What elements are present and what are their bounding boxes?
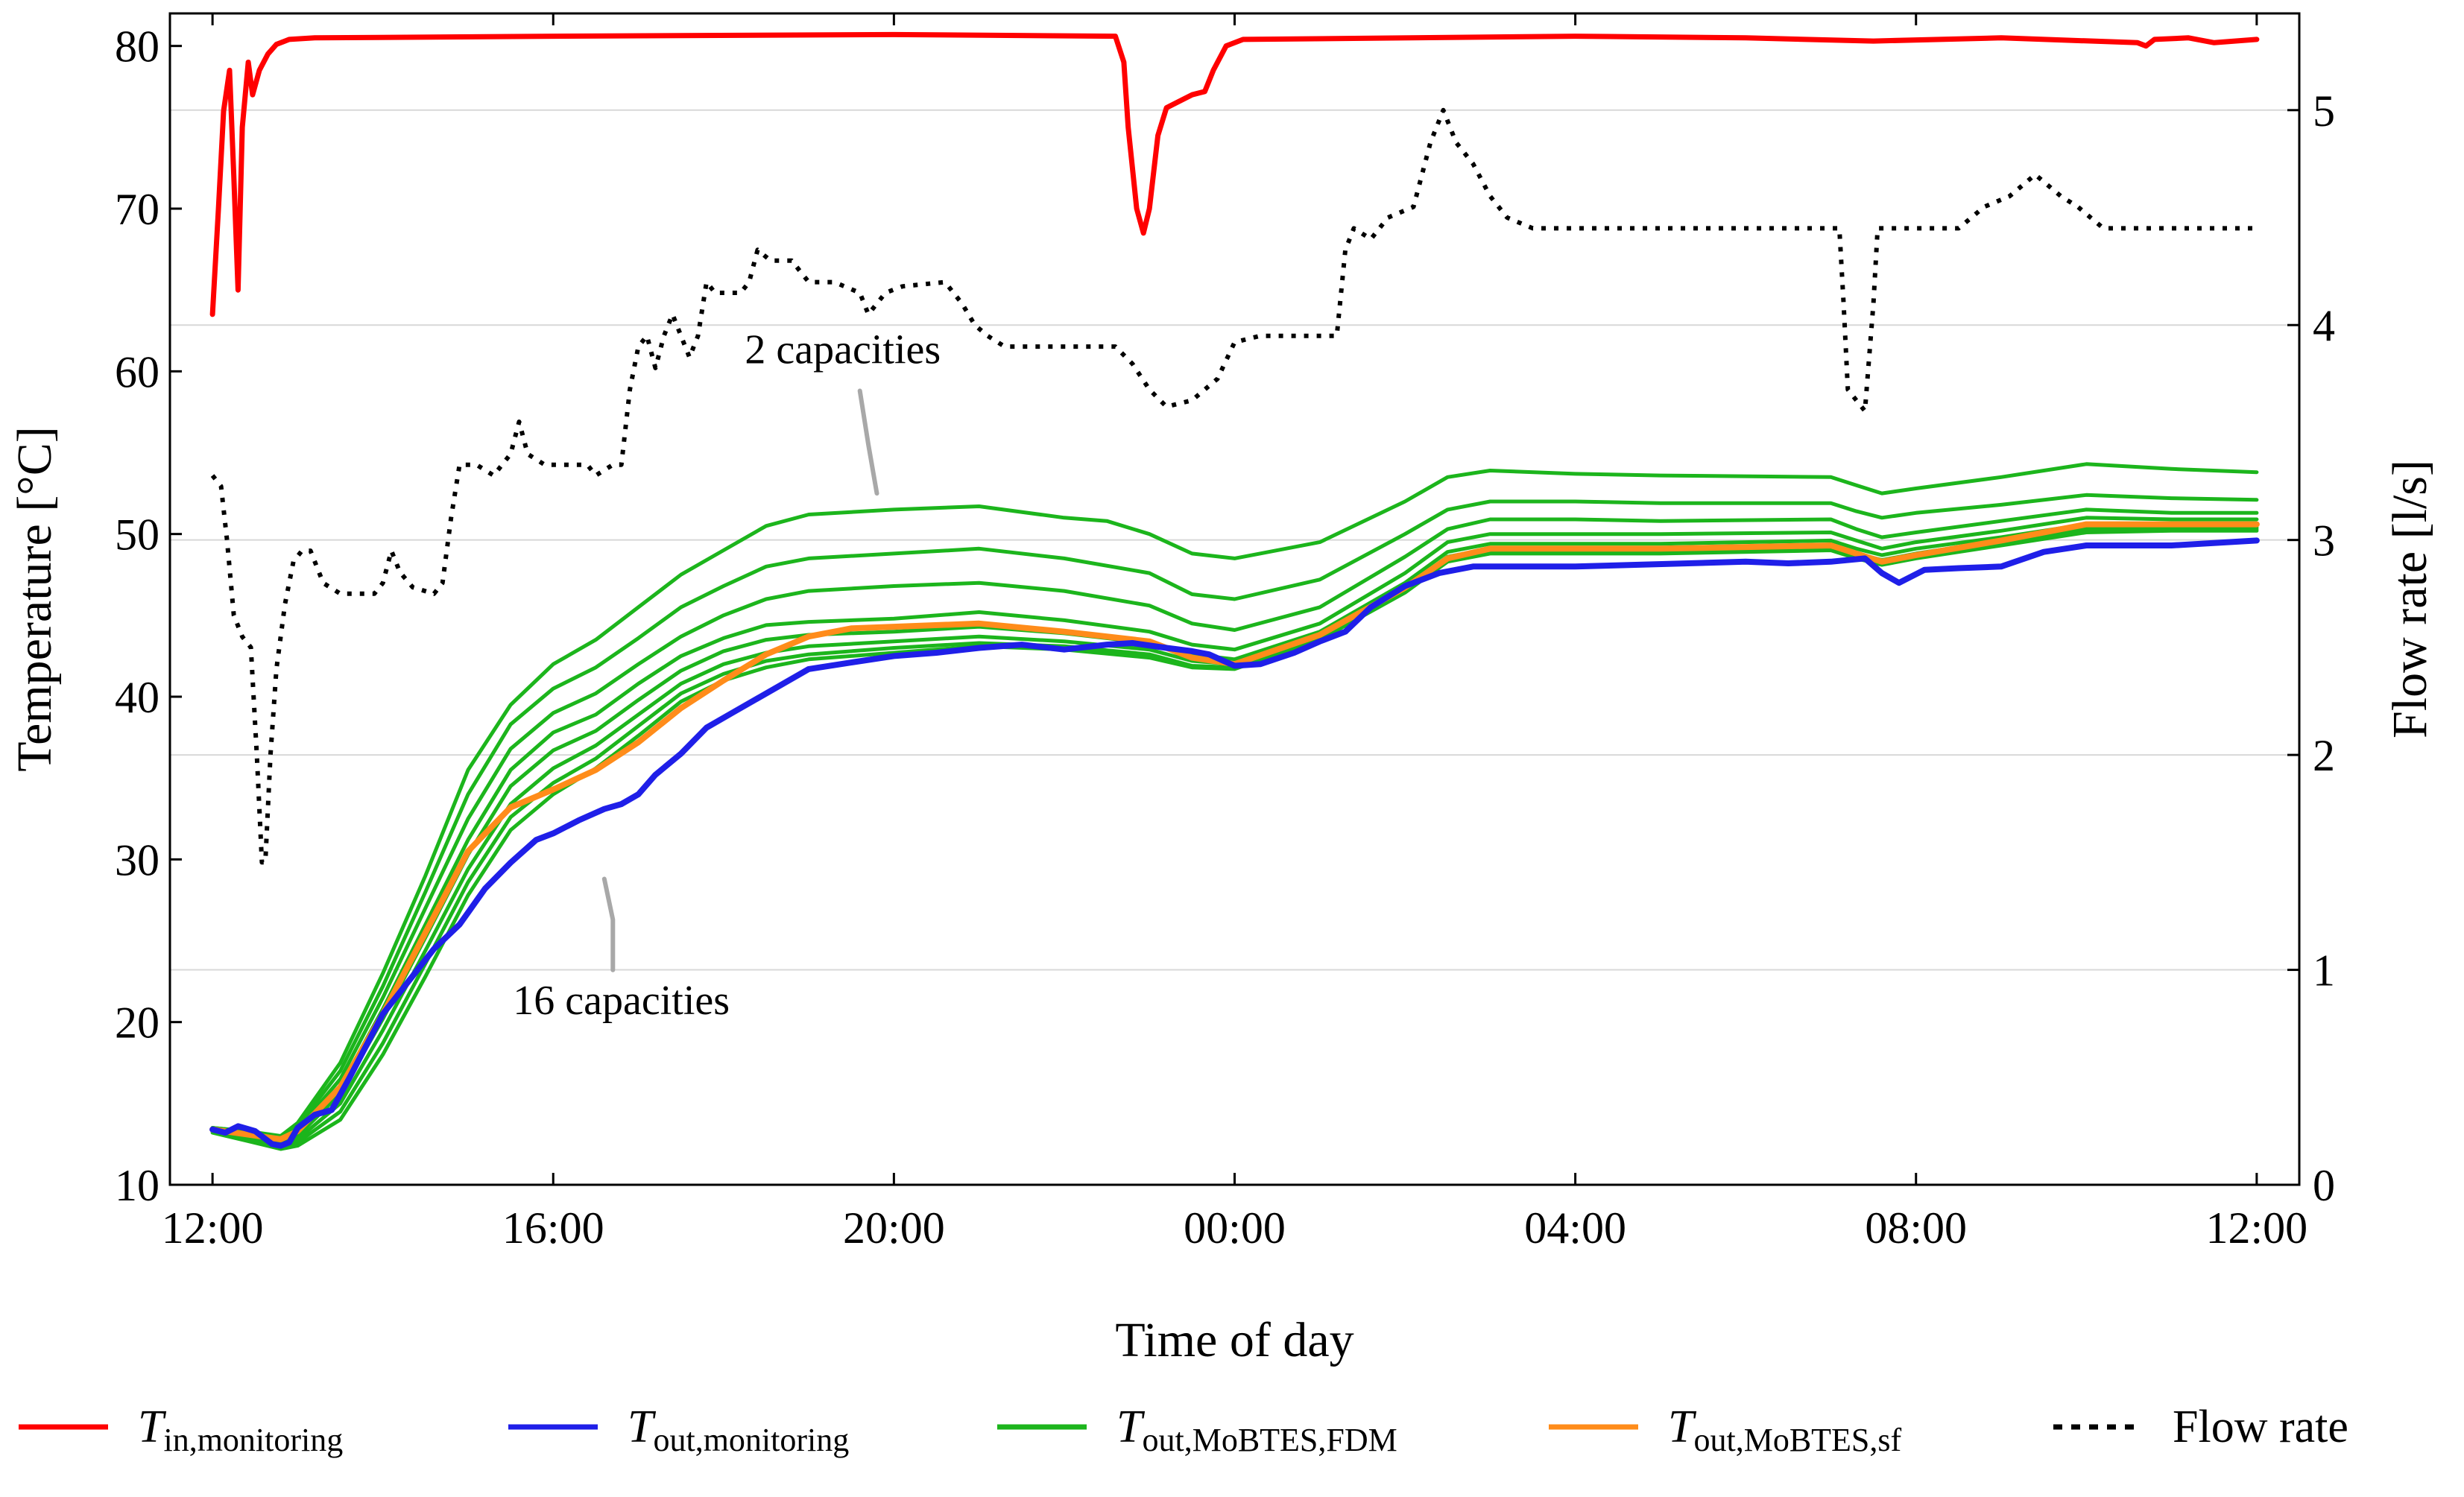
y2-tick-label-3: 3	[2313, 516, 2335, 566]
series-line-t-out-mobtes-fdm-5	[210, 516, 2259, 1145]
series-line-flow-rate	[210, 107, 2257, 865]
y-tick-label-2: 30	[115, 835, 159, 884]
y2-axis-label: Flow rate [l/s]	[2383, 460, 2437, 738]
legend-label-2: Tout,MoBTES,FDM	[1116, 1402, 1397, 1458]
x-axis-label: Time of day	[1115, 1313, 1353, 1367]
annotation-label-0: 2 capacities	[745, 326, 941, 373]
y2-tick-label-1: 1	[2313, 946, 2335, 996]
series-line-t-out-mobtes-fdm-6	[210, 522, 2259, 1146]
legend-label-4: Flow rate	[2173, 1402, 2348, 1452]
y-tick-label-0: 10	[115, 1161, 159, 1210]
grid-layer	[170, 109, 2299, 971]
x-tick-label-5: 08:00	[1865, 1203, 1967, 1253]
annotation-pointer-0	[857, 388, 879, 496]
x-tick-label-2: 20:00	[843, 1203, 945, 1253]
legend-label-0: Tin,monitoring	[138, 1402, 343, 1458]
annotation-label-1: 16 capacities	[513, 978, 730, 1024]
series-line-t-in-monitoring	[209, 31, 2260, 317]
y-tick-label-6: 70	[115, 185, 159, 234]
series-line-t-out-mobtes-fdm-8	[210, 525, 2259, 1148]
ticks-layer: 12:00 16:00 20:00 00:00 04:00 08:00 12:0010203…	[115, 13, 2335, 1253]
y-tick-label-4: 50	[115, 510, 159, 560]
y2-tick-label-5: 5	[2313, 86, 2335, 136]
y2-tick-label-2: 2	[2313, 731, 2335, 780]
series-line-t-out-monitoring	[209, 537, 2260, 1149]
y-tick-label-5: 60	[115, 347, 159, 396]
series-line-t-out-mobtes-sf	[209, 521, 2260, 1142]
annotation-layer: 2 capacities 16 capacities	[513, 326, 941, 1023]
y2-tick-label-4: 4	[2313, 301, 2335, 350]
series-line-t-out-mobtes-fdm-3	[210, 493, 2259, 1140]
legend-label-3: Tout,MoBTES,sf	[1668, 1402, 1902, 1458]
y-tick-label-3: 40	[115, 673, 159, 722]
x-tick-label-0: 12:00	[162, 1203, 264, 1253]
annotation-pointer-1	[601, 876, 616, 972]
y-tick-label-1: 20	[115, 998, 159, 1048]
x-tick-label-1: 16:00	[502, 1203, 604, 1253]
y-axis-label: Temperature [°C]	[7, 426, 62, 771]
series-line-t-out-mobtes-fdm-12	[210, 527, 2259, 1150]
series-line-t-out-mobtes-fdm-16-capacities	[210, 528, 2259, 1151]
y-tick-label-7: 80	[115, 22, 159, 72]
series-line-t-out-mobtes-fdm-2-capacities	[210, 462, 2259, 1138]
x-tick-label-6: 12:00	[2206, 1203, 2308, 1253]
x-tick-label-3: 00:00	[1184, 1203, 1286, 1253]
series-line-t-out-mobtes-fdm-4	[210, 507, 2259, 1142]
x-tick-label-4: 04:00	[1524, 1203, 1626, 1253]
series-layer	[209, 31, 2260, 1151]
legend: Tin,monitoring Tout,monitoring Tout,MoBTES…	[19, 1402, 2348, 1458]
legend-label-1: Tout,monitoring	[628, 1402, 849, 1458]
y2-tick-label-0: 0	[2313, 1161, 2335, 1210]
